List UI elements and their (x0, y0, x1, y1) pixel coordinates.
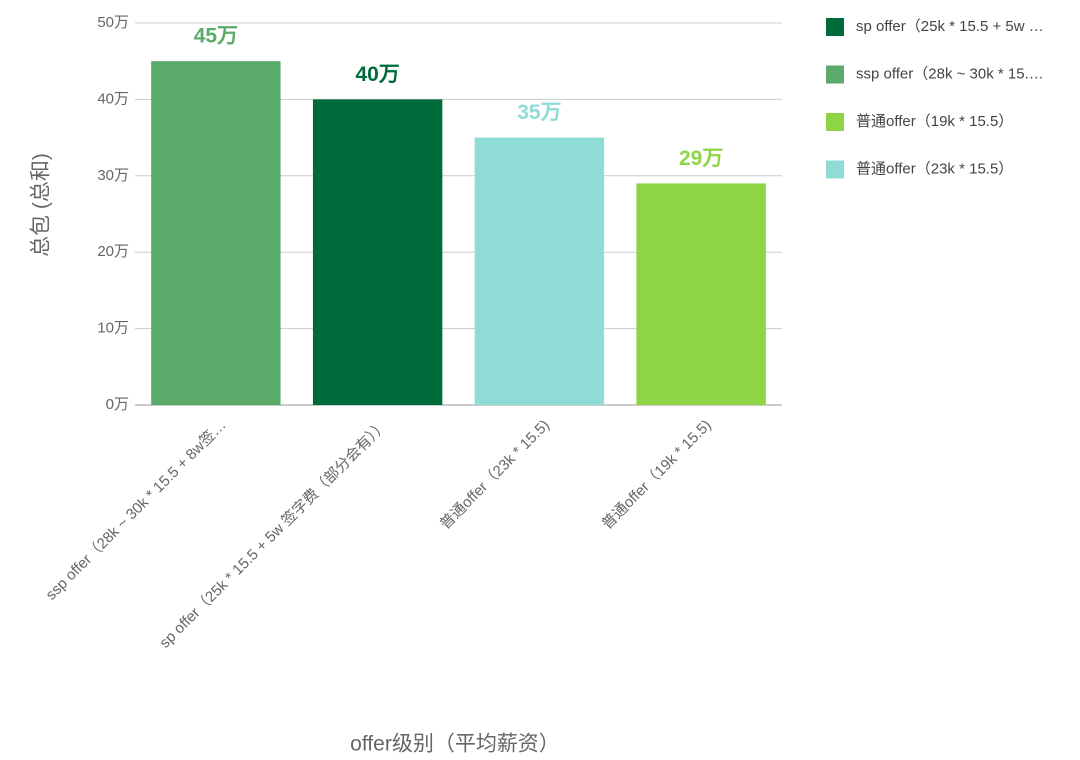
y-axis-title: 总包 (总和) (30, 153, 53, 257)
y-tick-label: 0万 (106, 396, 129, 413)
legend-label: 普通offer（19k * 15.5） (856, 113, 1013, 130)
bar (474, 137, 605, 405)
x-axis-title: offer级别（平均薪资） (350, 733, 560, 756)
bar (312, 99, 443, 406)
legend-swatch (826, 65, 844, 84)
y-tick-label: 20万 (97, 243, 129, 260)
legend-label: 普通offer（23k * 15.5） (856, 160, 1013, 177)
value-label: 29万 (679, 147, 723, 170)
bar (636, 183, 766, 405)
value-label: 40万 (355, 63, 399, 86)
legend-label: ssp offer（28k ~ 30k * 15.… (856, 65, 1044, 82)
y-tick-label: 10万 (97, 320, 129, 337)
x-tick-label: 普通offer（23k * 15.5) (437, 417, 553, 533)
y-tick-label: 50万 (97, 14, 129, 31)
legend-swatch (826, 160, 844, 179)
value-label: 35万 (517, 101, 561, 124)
y-tick-label: 30万 (97, 167, 129, 184)
legend-swatch (826, 18, 844, 36)
legend-label: sp offer（25k * 15.5 + 5w … (856, 18, 1044, 35)
legend-swatch (826, 113, 844, 131)
x-tick-label: ssp offer（28k ~ 30k * 15.5 + 8w签… (43, 417, 230, 604)
value-label: 45万 (194, 25, 238, 48)
y-tick-label: 40万 (97, 90, 129, 107)
x-tick-label: 普通offer（19k * 15.5) (599, 417, 715, 533)
bar (151, 61, 281, 405)
